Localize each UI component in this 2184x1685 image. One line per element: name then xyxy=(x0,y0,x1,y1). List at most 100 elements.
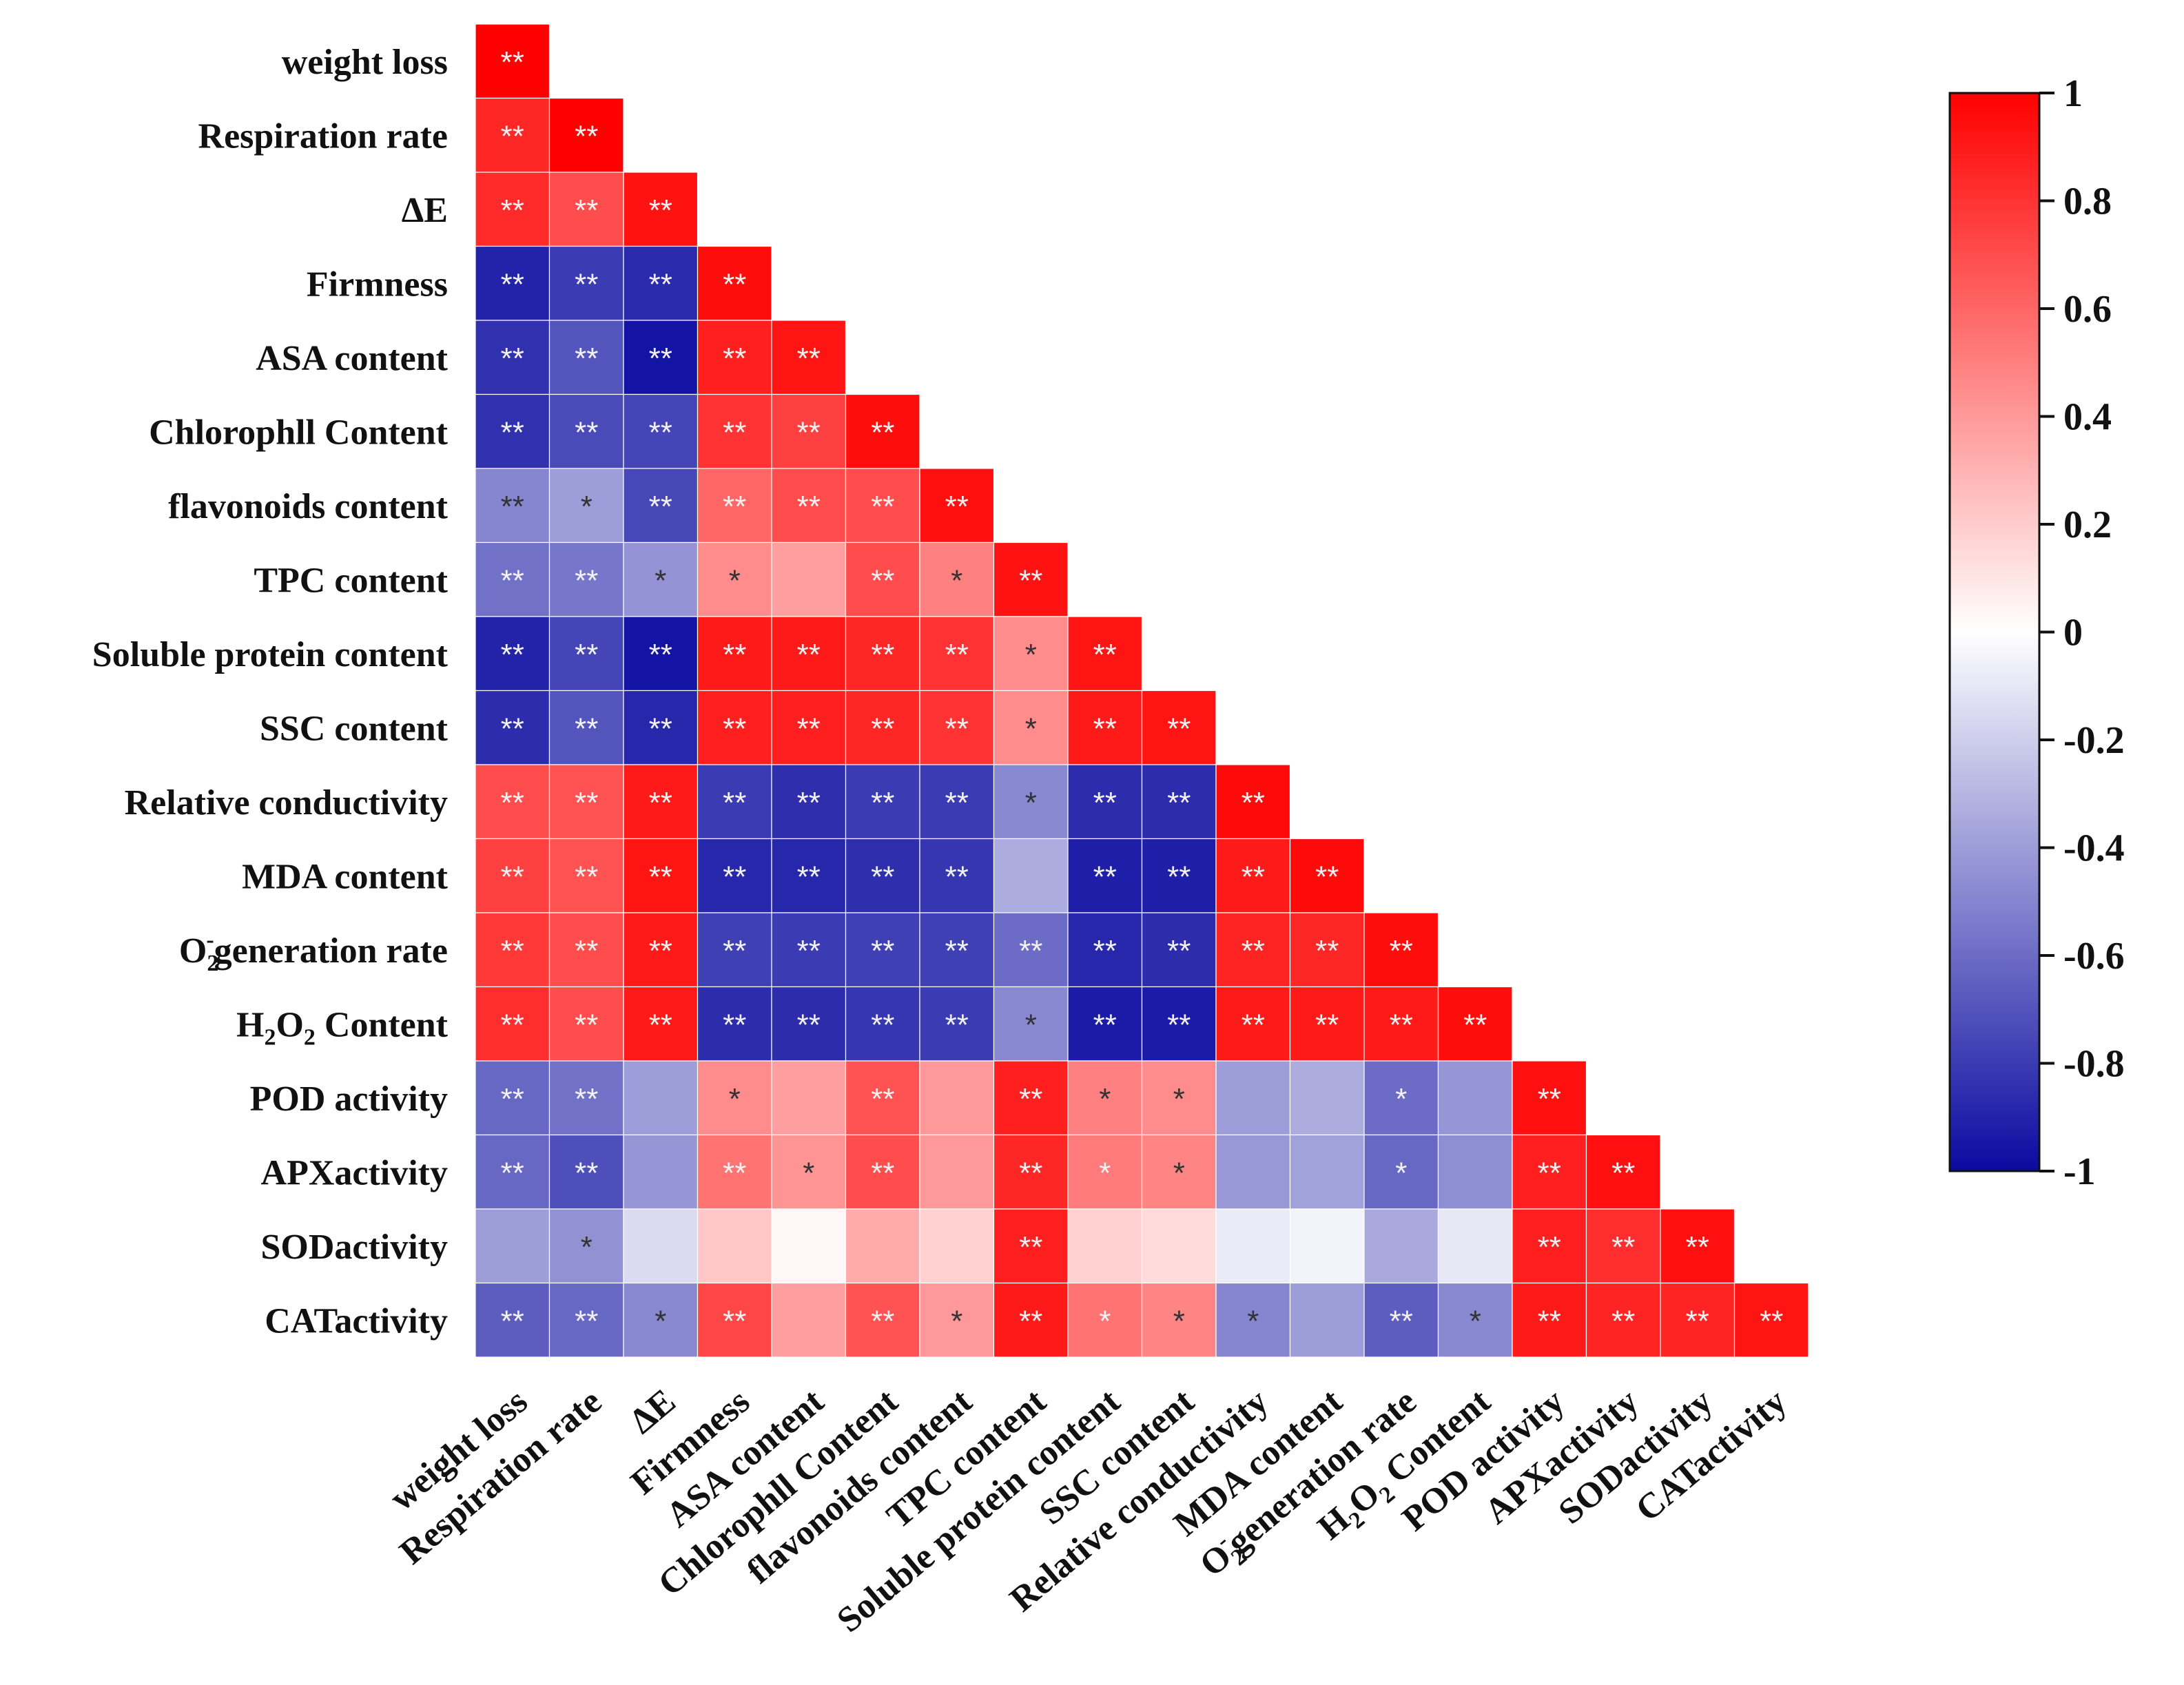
significance-r4-c2: ** xyxy=(649,342,672,375)
row-label-weight-loss: weight loss xyxy=(282,43,448,82)
significance-r8-c3: ** xyxy=(723,638,746,672)
significance-r0-c0: ** xyxy=(501,45,524,79)
cell-r9-c6 xyxy=(919,690,995,765)
significance-r10-c9: ** xyxy=(1167,786,1191,820)
significance-r17-c7: ** xyxy=(1019,1304,1042,1338)
significance-r11-c0: ** xyxy=(501,860,524,893)
cell-r15-c15 xyxy=(1585,1134,1661,1210)
cell-r7-c2 xyxy=(623,541,699,617)
significance-r17-c12: ** xyxy=(1390,1304,1413,1338)
cell-r15-c12 xyxy=(1363,1134,1439,1210)
cell-r9-c8 xyxy=(1067,690,1143,765)
significance-r16-c7: ** xyxy=(1019,1230,1042,1264)
significance-r12-c5: ** xyxy=(871,934,894,968)
significance-r4-c1: ** xyxy=(575,342,598,375)
significance-r10-c5: ** xyxy=(871,786,894,820)
colorbar-tick-label: 0.8 xyxy=(2063,180,2112,223)
significance-r13-c10: ** xyxy=(1242,1008,1265,1042)
significance-r12-c2: ** xyxy=(649,934,672,968)
significance-r13-c1: ** xyxy=(575,1008,598,1042)
significance-r10-c3: ** xyxy=(723,786,746,820)
cell-r9-c2 xyxy=(623,690,699,765)
colorbar-gradient xyxy=(1948,92,2041,1172)
cell-r13-c10 xyxy=(1215,986,1291,1062)
cell-r11-c10 xyxy=(1215,838,1291,913)
significance-r13-c4: ** xyxy=(797,1008,821,1042)
cell-r15-c13 xyxy=(1437,1134,1513,1210)
significance-r16-c14: ** xyxy=(1538,1230,1561,1264)
cell-r17-c1 xyxy=(548,1282,624,1358)
significance-r9-c5: ** xyxy=(871,712,894,745)
cell-r5-c2 xyxy=(623,393,699,469)
cell-r9-c0 xyxy=(475,690,550,765)
significance-r12-c9: ** xyxy=(1167,934,1191,968)
significance-r7-c6: * xyxy=(951,564,962,597)
row-label-asa-content: ASA content xyxy=(256,339,448,378)
cell-r12-c5 xyxy=(845,912,920,988)
row-label-flavonoids-content: flavonoids content xyxy=(168,487,449,526)
cell-r2-c1 xyxy=(548,172,624,247)
significance-r9-c4: ** xyxy=(797,712,821,745)
row-label-soluble-protein-content: Soluble protein content xyxy=(92,635,449,674)
significance-r13-c11: ** xyxy=(1315,1008,1339,1042)
row-label-chlorophll-content: Chlorophll Content xyxy=(149,413,449,452)
colorbar-tick-label: 0.2 xyxy=(2063,504,2112,546)
cell-r9-c9 xyxy=(1141,690,1217,765)
cell-r15-c4 xyxy=(771,1134,847,1210)
significance-r6-c3: ** xyxy=(723,490,746,524)
cell-r10-c0 xyxy=(475,764,550,840)
cell-r13-c13 xyxy=(1437,986,1513,1062)
cell-r17-c12 xyxy=(1363,1282,1439,1358)
cell-r14-c3 xyxy=(697,1060,772,1136)
cell-r7-c0 xyxy=(475,541,550,617)
cell-r15-c11 xyxy=(1289,1134,1365,1210)
significance-r12-c3: ** xyxy=(723,934,746,968)
significance-r15-c8: * xyxy=(1099,1156,1111,1190)
significance-r17-c17: ** xyxy=(1760,1304,1783,1338)
cell-r6-c5 xyxy=(845,468,920,544)
cell-r3-c3 xyxy=(697,245,772,321)
significance-r17-c15: ** xyxy=(1611,1304,1635,1338)
significance-r17-c3: ** xyxy=(723,1304,746,1338)
cell-r4-c2 xyxy=(623,320,699,395)
significance-r11-c6: ** xyxy=(945,860,969,893)
significance-r12-c6: ** xyxy=(945,934,969,968)
cell-r13-c2 xyxy=(623,986,699,1062)
cell-r10-c2 xyxy=(623,764,699,840)
significance-r13-c5: ** xyxy=(871,1008,894,1042)
significance-r10-c8: ** xyxy=(1093,786,1117,820)
cell-r16-c12 xyxy=(1363,1208,1439,1284)
significance-r14-c1: ** xyxy=(575,1082,598,1116)
cell-r12-c6 xyxy=(919,912,995,988)
cell-r8-c7 xyxy=(993,616,1069,692)
significance-r12-c8: ** xyxy=(1093,934,1117,968)
row-label-apxactivity: APXactivity xyxy=(261,1153,448,1192)
cell-r15-c10 xyxy=(1215,1134,1291,1210)
significance-r9-c0: ** xyxy=(501,712,524,745)
significance-r1-c0: ** xyxy=(501,119,524,153)
cell-r10-c4 xyxy=(771,764,847,840)
colorbar-tick-label: -0.4 xyxy=(2063,827,2125,870)
row-label-ssc-content: SSC content xyxy=(260,709,449,748)
cell-r16-c10 xyxy=(1215,1208,1291,1284)
cell-r17-c10 xyxy=(1215,1282,1291,1358)
cell-r17-c17 xyxy=(1733,1282,1809,1358)
cell-r16-c15 xyxy=(1585,1208,1661,1284)
cell-r8-c3 xyxy=(697,616,772,692)
significance-r13-c12: ** xyxy=(1390,1008,1413,1042)
significance-r8-c2: ** xyxy=(649,638,672,672)
cell-r8-c1 xyxy=(548,616,624,692)
cell-r16-c2 xyxy=(623,1208,699,1284)
cell-r15-c2 xyxy=(623,1134,699,1210)
significance-r15-c12: * xyxy=(1395,1156,1407,1190)
cell-r15-c7 xyxy=(993,1134,1069,1210)
significance-r11-c4: ** xyxy=(797,860,821,893)
cell-r11-c1 xyxy=(548,838,624,913)
significance-r14-c5: ** xyxy=(871,1082,894,1116)
significance-r10-c10: ** xyxy=(1242,786,1265,820)
significance-r8-c0: ** xyxy=(501,638,524,672)
significance-r11-c1: ** xyxy=(575,860,598,893)
cell-r13-c6 xyxy=(919,986,995,1062)
cell-r15-c6 xyxy=(919,1134,995,1210)
